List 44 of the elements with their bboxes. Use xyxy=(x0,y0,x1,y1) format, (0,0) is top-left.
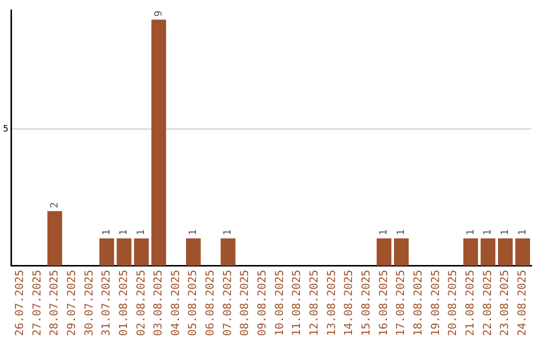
data-label: 1 xyxy=(482,229,494,236)
data-label: 2 xyxy=(49,202,60,208)
x-tick-label: 29.07.2025 xyxy=(64,270,78,336)
data-label: 1 xyxy=(517,229,528,236)
x-tick-label: 13.08.2025 xyxy=(324,270,338,336)
data-label: 1 xyxy=(222,229,234,236)
x-tick-label: 02.08.2025 xyxy=(134,270,148,336)
x-tick-label: 19.08.2025 xyxy=(428,270,442,336)
data-label: 1 xyxy=(136,229,147,236)
x-tick-label: 03.08.2025 xyxy=(152,270,165,336)
x-tick-label: 07.08.2025 xyxy=(220,270,234,336)
x-tick-label: 24.08.2025 xyxy=(516,270,529,336)
x-tick-label: 05.08.2025 xyxy=(186,270,200,336)
x-tick-label: 09.08.2025 xyxy=(256,270,269,336)
x-tick-label: 12.08.2025 xyxy=(308,270,321,336)
data-label: 1 xyxy=(101,229,112,236)
x-tick-label: 28.07.2025 xyxy=(48,270,61,336)
x-tick-label: 06.08.2025 xyxy=(204,270,217,336)
x-tick-label: 08.08.2025 xyxy=(238,270,252,336)
data-label: 1 xyxy=(188,229,199,236)
x-tick-label: 04.08.2025 xyxy=(168,270,182,336)
x-tick-label: 20.08.2025 xyxy=(446,270,460,336)
x-tick-label: 21.08.2025 xyxy=(464,270,477,336)
data-label: 1 xyxy=(378,229,390,236)
x-tick-label: 26.07.2025 xyxy=(12,270,26,336)
x-tick-label: 14.08.2025 xyxy=(342,270,356,336)
x-tick-label: 18.08.2025 xyxy=(412,270,425,336)
x-tick-label: 16.08.2025 xyxy=(376,270,390,336)
x-tick-label: 27.07.2025 xyxy=(30,270,44,336)
x-tick-label: 11.08.2025 xyxy=(290,270,304,336)
x-tick-label: 15.08.2025 xyxy=(360,270,373,336)
x-tick-label: 30.07.2025 xyxy=(82,270,96,336)
data-label: 9 xyxy=(153,10,164,17)
x-tick-label: 10.08.2025 xyxy=(272,270,286,336)
x-tick-label: 31.07.2025 xyxy=(100,270,113,336)
x-tick-label: 23.08.2025 xyxy=(498,270,512,336)
data-label: 1 xyxy=(396,229,407,236)
y-tick-label: 5 xyxy=(2,124,8,134)
x-tick-label: 22.08.2025 xyxy=(480,270,494,336)
data-label: 1 xyxy=(500,229,511,236)
data-label: 1 xyxy=(118,229,130,236)
x-tick-label: 17.08.2025 xyxy=(394,270,408,336)
data-label: 1 xyxy=(465,229,476,236)
x-tick-label: 01.08.2025 xyxy=(116,270,130,336)
